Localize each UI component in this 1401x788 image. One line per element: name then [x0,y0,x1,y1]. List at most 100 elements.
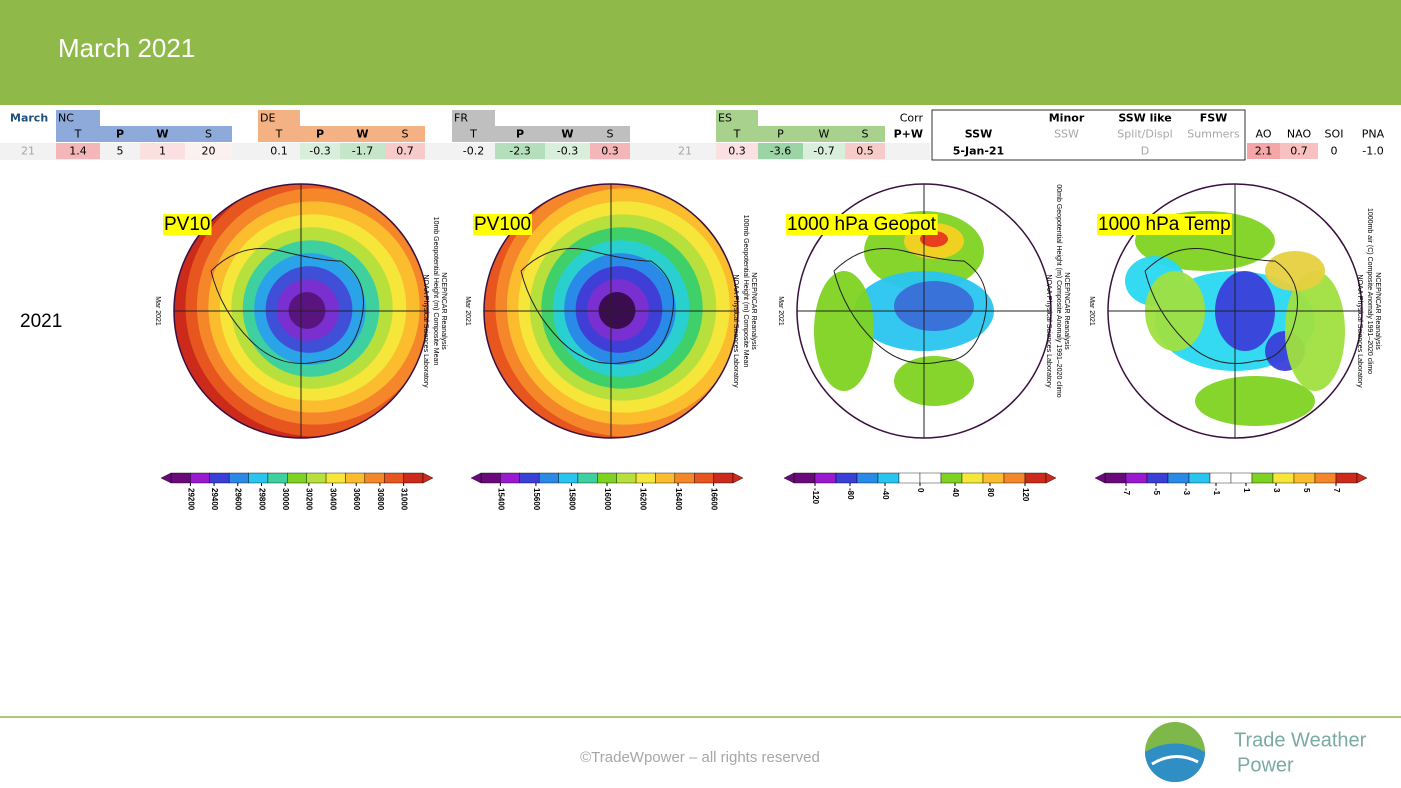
colorbar-tick-label: 1 [1242,488,1251,493]
table-cell: P [516,128,524,141]
table-cell: D [1141,145,1149,158]
table-cell: W [561,128,573,141]
ssw-box [931,109,1246,161]
map [484,184,738,438]
cell-bg [340,143,385,159]
colorbar-end [470,472,482,484]
cell-bg [185,126,232,142]
table-cell: T [275,128,283,141]
table-cell: 1 [159,145,166,158]
map-caption: 100mb Geopotential Height (m) Composite … [742,215,749,368]
map-anomaly [1265,251,1325,291]
colorbar-end [1356,472,1368,484]
colorbar-swatch [500,472,520,484]
colorbar-swatch [1209,472,1232,484]
cell-bg [452,110,495,126]
colorbar-tick-label: 16400 [674,488,683,511]
cell-bg [385,126,425,142]
colorbar-tick-label: 16200 [638,488,647,511]
cell-bg [845,126,885,142]
map-anomaly [894,281,974,331]
cell-bg [758,143,803,159]
table-cell: 0.7 [396,145,414,158]
cell-bg [258,126,300,142]
cell-bg [300,143,340,159]
colorbar-swatch [616,472,637,484]
colorbar-swatch [1024,472,1047,484]
colorbar-tick-label: 5 [1302,488,1311,493]
map-caption: NOAA Physical Sciences Laboratory [732,274,739,388]
cell-bg [590,126,630,142]
map-caption: NOAA Physical Sciences Laboratory [422,274,429,388]
colorbar-swatch [1230,472,1253,484]
map-caption: NCEP/NCAR Reanalysis [1063,272,1070,350]
table-cell: T [469,128,477,141]
colorbar-swatch [1251,472,1274,484]
cell-bg [140,143,185,159]
colorbar-swatch [1167,472,1190,484]
map-anomaly [1285,271,1345,391]
colorbar-swatch [1146,472,1169,484]
map-caption: NCEP/NCAR Reanalysis [1374,272,1381,350]
map-label-bg [786,214,938,236]
table-cell: P [777,128,784,141]
colorbar-tick-label: -7 [1122,488,1131,496]
table-cell: S [402,128,409,141]
map-side-text: Mar 2021 [1088,296,1095,326]
colorbar-tick-label: -80 [846,488,855,500]
table-cell: -0.3 [557,145,578,158]
colorbar-end [1094,472,1106,484]
table-cell: FSW [1200,112,1228,125]
cell-bg [56,110,100,126]
coastlines [210,248,364,364]
cell-bg [545,126,590,142]
table-cell: W [156,128,168,141]
table-cell: 21 [21,145,35,158]
cell-bg [845,143,885,159]
table-cell: 2.1 [1255,145,1273,158]
table-cell: T [74,128,82,141]
colorbar-swatch [814,472,837,484]
table-cell: 0.3 [601,145,619,158]
colorbar-tick-label: -120 [811,488,820,505]
table-cell: -2.3 [509,145,530,158]
coastlines [833,248,987,364]
colorbar-swatch [597,472,617,484]
table-cell: 1.4 [69,145,87,158]
colorbar-swatch [364,472,385,484]
colorbar-swatch [674,472,695,484]
map-caption: NCEP/NCAR Reanalysis [440,272,447,350]
table-cell: DE [260,112,275,125]
colorbar-tick-label: 30000 [281,488,290,511]
colorbar-swatch [538,472,559,484]
colorbar-tick-label: -1 [1212,488,1221,496]
colorbar-swatch [306,472,327,484]
colorbar-swatch [170,472,191,484]
table-cell: March [10,112,48,125]
colorbar-swatch [961,472,984,484]
table-cell: SSW [965,128,992,141]
table-cell: -1.0 [1362,145,1383,158]
colorbar-tick-label: 29600 [234,488,243,511]
cell-bg [1247,143,1280,159]
map-label: 1000 hPa Geopot [787,214,937,235]
row-band [0,143,930,160]
colorbar-swatch [793,472,816,484]
cell-bg [300,126,340,142]
map-anomaly [814,271,874,391]
map-caption: 1000mb air (C) Composite Anomaly 1991–20… [1366,208,1373,374]
colorbar-swatch [919,472,942,484]
colorbar-swatch [1293,472,1316,484]
table-cell: SSW [1054,128,1079,141]
map-label: 1000 hPa Temp [1098,214,1231,235]
colorbar-swatch [480,472,501,484]
cell-bg [716,143,758,159]
table-cell: 0.1 [270,145,288,158]
colorbar-swatch [577,472,598,484]
colorbar-swatch [694,472,714,484]
colorbar-swatch [1104,472,1127,484]
table-cell: 5 [117,145,124,158]
colorbar-tick-label: 16000 [603,488,612,511]
cell-bg [56,143,100,159]
